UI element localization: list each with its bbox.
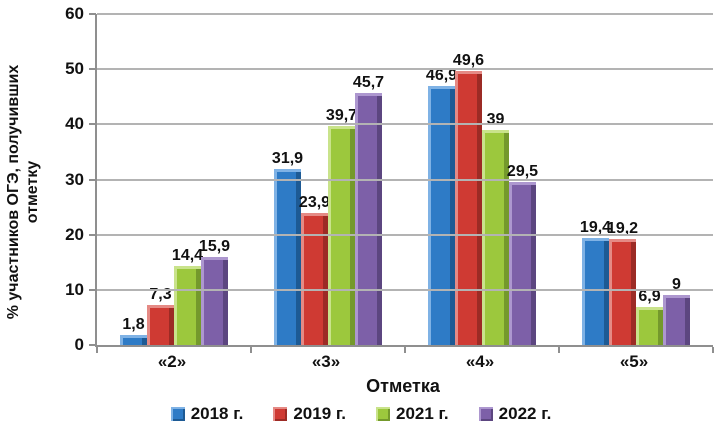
bar: 19,2 [607,220,638,345]
legend-item: 2022 г. [478,404,552,424]
y-axis-tick [89,344,96,346]
bar-value-label: 1,8 [122,316,145,333]
legend-label: 2021 г. [396,404,449,423]
bar: 45,7 [353,74,384,345]
y-tick-label: 50 [65,59,84,79]
legend-swatch-icon [478,407,493,421]
bar: 31,9 [272,150,303,345]
x-axis-tick [712,347,714,353]
bar-value-label: 19,4 [579,219,612,236]
bar-value-label: 49,6 [452,52,485,69]
bar-group: 19,4 19,2 6,9 9 [559,14,713,345]
x-axis-tick [96,347,98,353]
y-tick-label: 60 [65,4,84,23]
bar-value-label: 29,5 [506,163,539,180]
y-tick-label: 20 [65,224,84,244]
bar-group: 46,9 49,6 39 29,5 [405,14,559,345]
bar-value-label: 23,9 [298,194,331,211]
bar: 19,4 [580,219,611,345]
bar-value-label: 39 [486,111,505,128]
bar-value-label: 6,9 [638,288,661,305]
bar-value-label: 39,7 [325,107,358,124]
x-axis-tick [558,347,560,353]
grid-line [97,233,713,236]
category-label: «3» [311,352,341,371]
y-axis-tick [89,233,96,236]
legend-label: 2019 г. [293,404,346,423]
legend-label: 2022 г. [498,404,552,423]
bar: 1,8 [120,316,147,345]
bar: 6,9 [636,288,663,345]
y-axis-tick [89,178,96,181]
legend-item: 2021 г. [376,404,449,424]
plot-area: 1,8 7,3 14,4 15,9 31,9 23,9 39,7 45,7 46,9 49,6 39… [89,13,714,353]
legend-label: 2018 г. [190,404,244,423]
x-axis-tick [404,347,406,353]
bar-value-label: 45,7 [352,74,385,91]
legend-swatch-icon [273,407,288,421]
grid-line [97,178,713,181]
legend-item: 2019 г. [273,404,346,424]
y-axis-tick-labels: 0 10 20 30 40 50 60 [0,4,88,354]
y-axis-tick [89,13,96,15]
x-axis-title: Отметка [366,376,440,396]
bar-value-label: 19,2 [606,220,639,237]
bar: 29,5 [507,163,538,345]
bar: 39 [482,111,509,345]
bar-group: 1,8 7,3 14,4 15,9 [97,14,251,345]
x-axis-tick [250,347,252,353]
grid-line [97,13,713,15]
legend-swatch-icon [170,407,185,421]
bar: 9 [663,276,690,345]
bar: 15,9 [199,238,230,345]
x-axis-category-labels: «2» «3» «4» «5» [95,352,711,372]
category-label: «2» [157,352,187,371]
y-axis-tick [89,288,96,291]
legend-swatch-icon [376,407,390,421]
y-tick-label: 30 [65,169,84,189]
bar: 46,9 [426,67,457,345]
y-axis-tick [89,123,96,126]
bar: 49,6 [453,52,484,345]
bar-value-label: 31,9 [271,150,304,167]
bar: 7,3 [147,286,174,345]
y-tick-label: 40 [65,114,84,134]
grid-line [97,288,713,291]
bar-value-label: 46,9 [425,67,458,84]
bar-value-label: 14,4 [171,247,204,264]
legend-item: 2018 г. [170,404,244,424]
category-label: «4» [465,352,495,371]
category-label: «5» [619,352,649,371]
legend: 2018 г. 2019 г. 2021 г. 2022 г. [0,404,722,424]
y-tick-label: 10 [65,279,84,299]
y-tick-label: 0 [74,335,84,354]
y-axis-tick [89,68,96,71]
bar: 14,4 [172,247,203,345]
bar-value-label: 9 [672,276,681,293]
bar-value-label: 15,9 [198,238,231,255]
grid-line [97,123,713,126]
grid-line [97,68,713,71]
